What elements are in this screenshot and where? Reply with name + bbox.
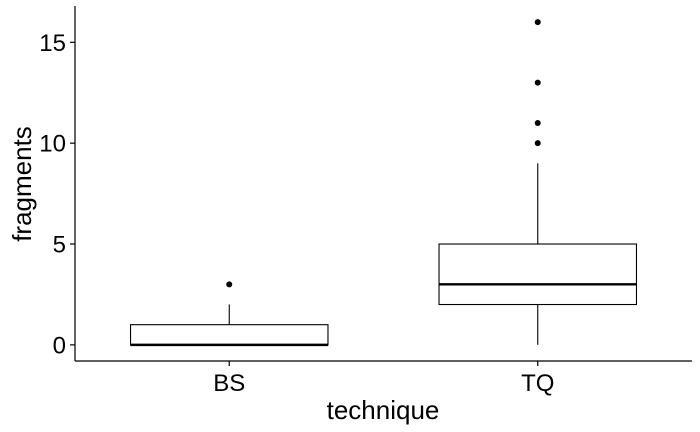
x-axis-title: technique <box>327 395 440 425</box>
iqr-box <box>129 324 329 346</box>
y-axis-title: fragments <box>7 126 37 242</box>
x-ticks: BS TQ <box>213 361 554 397</box>
y-tick-label: 10 <box>39 131 66 158</box>
y-tick-label: 15 <box>39 30 66 57</box>
y-ticks: 0 5 10 15 <box>39 30 75 359</box>
axes <box>74 6 692 362</box>
y-tick-label: 0 <box>53 332 66 359</box>
box-TQ <box>438 19 638 345</box>
y-tick-label: 5 <box>53 232 66 259</box>
iqr-box <box>438 243 638 306</box>
outlier-point <box>534 119 541 126</box>
outlier-point <box>534 79 541 86</box>
boxes <box>129 19 638 347</box>
box-BS <box>129 281 329 347</box>
x-tick-label: BS <box>213 370 245 397</box>
outlier-point <box>534 140 541 147</box>
outlier-point <box>534 19 541 26</box>
outlier-point <box>226 281 233 288</box>
x-tick-label: TQ <box>521 370 554 397</box>
